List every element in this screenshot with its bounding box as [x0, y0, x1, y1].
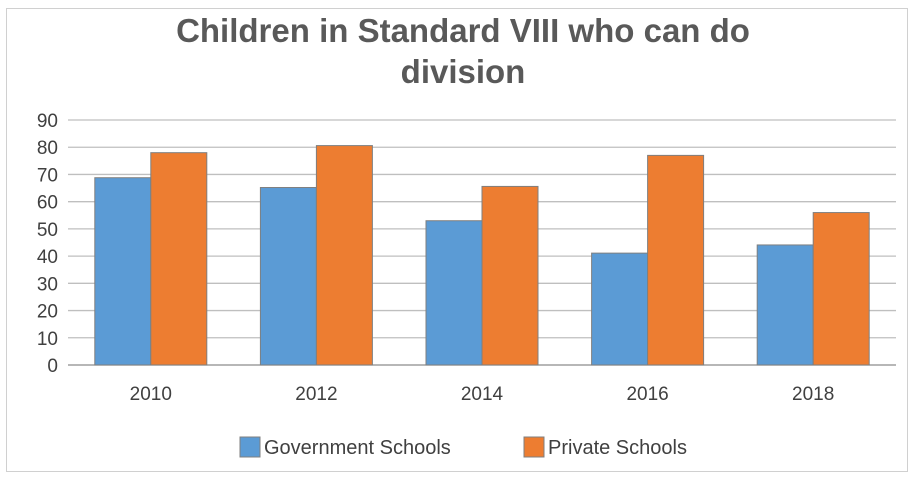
y-tick-label: 10 — [37, 329, 58, 350]
bar-private-schools-2018 — [812, 212, 870, 366]
y-tick-label: 90 — [37, 111, 58, 132]
bar-private-schools-2010 — [150, 152, 208, 366]
legend-swatch — [239, 436, 261, 458]
bar-private-schools-2012 — [315, 145, 373, 366]
x-tick-label: 2016 — [626, 384, 668, 405]
chart-title-line-2: division — [401, 53, 526, 90]
legend-swatch — [523, 436, 545, 458]
y-tick-label: 0 — [47, 356, 58, 377]
bar-government-schools-2018 — [756, 244, 814, 366]
y-tick-label: 50 — [37, 220, 58, 241]
y-tick-label: 30 — [37, 274, 58, 295]
y-tick-label: 40 — [37, 247, 58, 268]
bars — [94, 145, 870, 366]
y-tick-label: 70 — [37, 165, 58, 186]
x-tick-label: 2018 — [792, 384, 834, 405]
chart-title-line-1: Children in Standard VIII who can do — [176, 12, 750, 49]
y-tick-label: 20 — [37, 302, 58, 323]
y-tick-label: 80 — [37, 138, 58, 159]
bar-government-schools-2016 — [591, 252, 649, 366]
bar-private-schools-2014 — [481, 185, 539, 366]
x-axis-ticks: 2010 2012 2014 2016 2018 — [130, 384, 835, 405]
x-tick-label: 2014 — [461, 384, 504, 405]
bar-government-schools-2010 — [94, 177, 152, 366]
x-tick-label: 2010 — [130, 384, 172, 405]
legend-label: Private Schools — [548, 437, 687, 459]
bar-government-schools-2014 — [425, 220, 483, 366]
x-tick-label: 2012 — [295, 384, 337, 405]
y-tick-label: 60 — [37, 193, 58, 214]
y-axis-ticks: 0 10 20 30 40 50 60 70 80 90 — [37, 111, 58, 377]
bar-government-schools-2012 — [259, 187, 317, 366]
legend: Government Schools Private Schools — [239, 436, 687, 459]
legend-label: Government Schools — [264, 437, 451, 459]
bar-private-schools-2016 — [647, 154, 705, 366]
